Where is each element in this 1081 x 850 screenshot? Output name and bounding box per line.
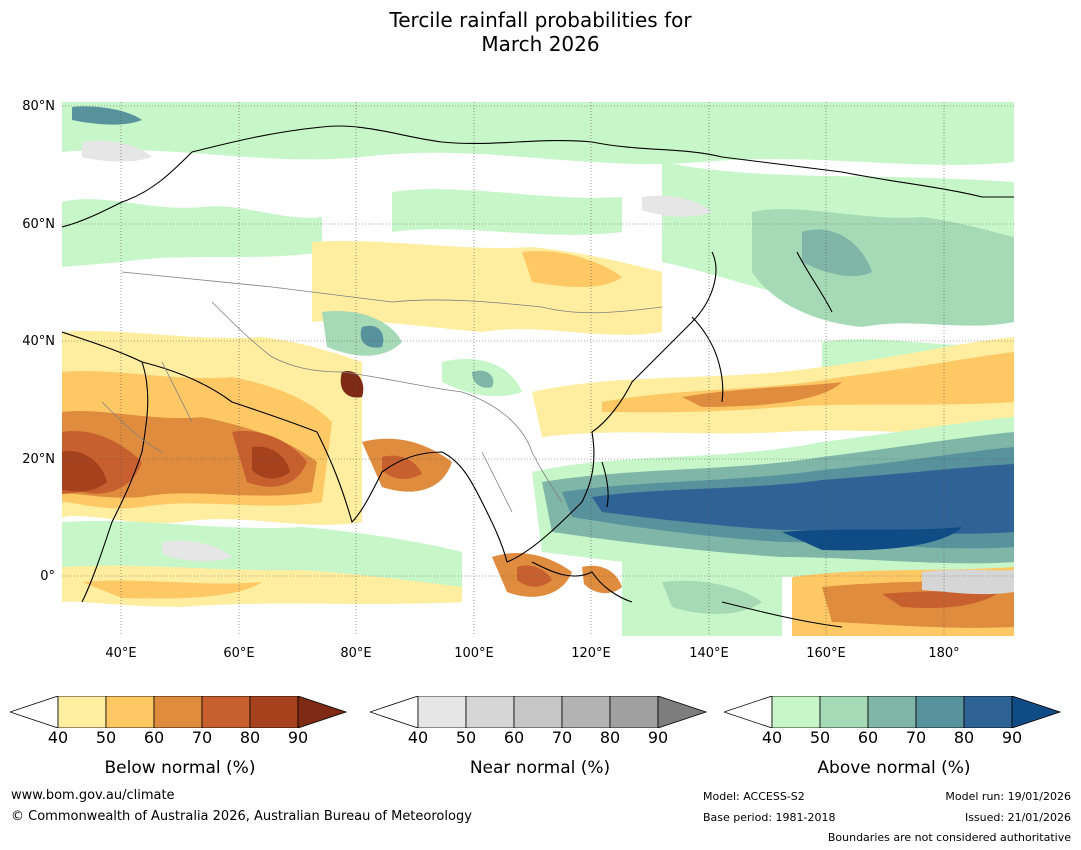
lat-label-80n: 80°N	[22, 99, 55, 114]
below-tick-60: 60	[143, 728, 165, 747]
model-run-date: Model run: 19/01/2026	[945, 790, 1071, 803]
website-url: www.bom.gov.au/climate	[11, 788, 175, 803]
above-tick-80: 80	[953, 728, 975, 747]
colorbar-above-normal: 40 50 60 70 80 90 Above normal (%)	[722, 695, 1064, 786]
colorbar-below-swatches	[8, 695, 348, 729]
near-tick-50: 50	[455, 728, 477, 747]
lat-label-40n: 40°N	[22, 334, 55, 349]
colorbar-below-normal: 40 50 60 70 80 90 Below normal (%)	[8, 695, 350, 786]
near-normal-title: Near normal (%)	[469, 758, 611, 778]
boundaries-disclaimer: Boundaries are not considered authoritat…	[827, 831, 1071, 844]
lat-label-0: 0°	[40, 569, 55, 584]
colorbar-near-normal: 40 50 60 70 80 90 Near normal (%)	[368, 695, 710, 786]
map-canvas	[62, 102, 1014, 636]
lon-label-140e: 140°E	[689, 646, 729, 661]
lat-label-60n: 60°N	[22, 217, 55, 232]
below-tick-90: 90	[287, 728, 309, 747]
above-tick-90: 90	[1001, 728, 1023, 747]
near-tick-70: 70	[551, 728, 573, 747]
model-name: Model: ACCESS-S2	[703, 790, 805, 803]
above-normal-title: Above normal (%)	[817, 758, 971, 778]
near-tick-40: 40	[407, 728, 429, 747]
lon-label-80e: 80°E	[340, 646, 372, 661]
lon-label-180: 180°	[928, 646, 960, 661]
base-period: Base period: 1981-2018	[703, 811, 836, 824]
lon-label-100e: 100°E	[454, 646, 494, 661]
below-tick-40: 40	[47, 728, 69, 747]
near-tick-80: 80	[599, 728, 621, 747]
title-line-2: March 2026	[481, 32, 600, 56]
near-tick-60: 60	[503, 728, 525, 747]
above-tick-60: 60	[857, 728, 879, 747]
below-tick-80: 80	[239, 728, 261, 747]
above-tick-70: 70	[905, 728, 927, 747]
lon-label-40e: 40°E	[105, 646, 137, 661]
copyright-notice: © Commonwealth of Australia 2026, Austra…	[11, 809, 472, 824]
colorbar-above-swatches	[722, 695, 1062, 729]
lon-label-160e: 160°E	[806, 646, 846, 661]
issued-date: Issued: 21/01/2026	[964, 811, 1071, 824]
map-title: Tercile rainfall probabilities for March…	[0, 8, 1081, 56]
lat-label-20n: 20°N	[22, 452, 55, 467]
lon-label-120e: 120°E	[571, 646, 611, 661]
below-normal-title: Below normal (%)	[104, 758, 256, 778]
near-tick-90: 90	[647, 728, 669, 747]
below-tick-70: 70	[191, 728, 213, 747]
lon-label-60e: 60°E	[223, 646, 255, 661]
colorbar-near-swatches	[368, 695, 708, 729]
above-tick-50: 50	[809, 728, 831, 747]
below-tick-50: 50	[95, 728, 117, 747]
probability-map	[62, 102, 1014, 636]
above-tick-40: 40	[761, 728, 783, 747]
title-line-1: Tercile rainfall probabilities for	[389, 8, 692, 32]
